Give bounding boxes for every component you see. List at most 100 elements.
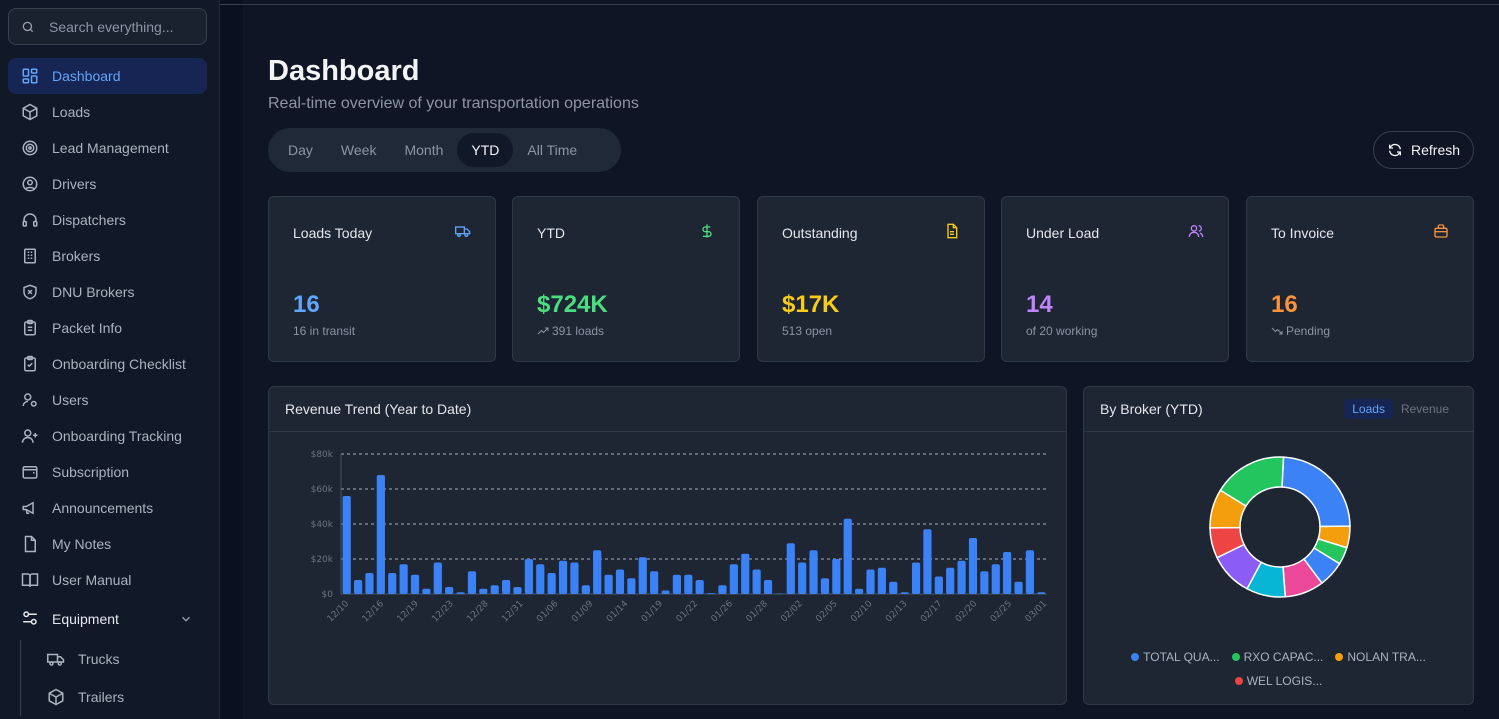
sidebar-item-onboarding-tracking[interactable]: Onboarding Tracking (8, 418, 207, 454)
range-all-time-button[interactable]: All Time (527, 142, 578, 158)
chart-bar (775, 593, 784, 594)
stat-card-ytd[interactable]: YTD $724K 391 loads (512, 196, 740, 362)
headphones-icon (21, 211, 39, 229)
sidebar-item-announcements[interactable]: Announcements (8, 490, 207, 526)
card-title: To Invoice (1271, 225, 1335, 241)
toggle-revenue-button[interactable]: Revenue (1400, 402, 1449, 416)
x-tick-label: 02/25 (989, 599, 1014, 624)
legend-item[interactable]: RXO CAPAC... (1231, 645, 1323, 669)
sidebar-item-packet-info[interactable]: Packet Info (8, 310, 207, 346)
chart-bar (684, 574, 693, 594)
chart-bar (752, 569, 761, 594)
chart-bar (342, 496, 351, 594)
sidebar-item-trucks[interactable]: Trucks (21, 640, 207, 678)
truck-icon (47, 650, 65, 668)
sidebar-group-equipment[interactable]: Equipment (8, 598, 207, 640)
sidebar-item-trailers[interactable]: Trailers (21, 678, 207, 716)
range-week-button[interactable]: Week (340, 142, 377, 158)
sidebar-item-onboarding-checklist[interactable]: Onboarding Checklist (8, 346, 207, 382)
sidebar-nav: Dashboard Loads Lead Management Drivers … (8, 58, 207, 716)
chart-bar (581, 585, 590, 594)
y-tick-label: $80k (311, 450, 334, 460)
chart-bar (843, 518, 852, 594)
sidebar: Search everything... Dashboard Loads Lea… (0, 0, 220, 719)
sidebar-item-label: Users (52, 392, 89, 408)
chart-bar (729, 564, 738, 594)
sidebar-item-drivers[interactable]: Drivers (8, 166, 207, 202)
chart-bar (911, 562, 921, 594)
range-month-button[interactable]: Month (404, 142, 444, 158)
stat-card-under-load[interactable]: Under Load 14 of 20 working (1001, 196, 1229, 362)
card-subtext-label: 513 open (782, 324, 833, 338)
sidebar-item-brokers[interactable]: Brokers (8, 238, 207, 274)
sidebar-item-subscription[interactable]: Subscription (8, 454, 207, 490)
donut-slice[interactable] (1281, 456, 1351, 528)
sidebar-item-user-manual[interactable]: User Manual (8, 562, 207, 598)
chart-bar (513, 587, 522, 594)
legend-dot (1234, 677, 1243, 685)
card-title: Under Load (1026, 225, 1100, 241)
x-tick-label: 01/14 (605, 599, 631, 625)
legend-item[interactable]: TOTAL QUA... (1131, 645, 1220, 669)
chart-bar (445, 587, 454, 594)
revenue-trend-panel: Revenue Trend (Year to Date) $0 $20k $40k $… (268, 386, 1067, 705)
donut-slice[interactable] (1219, 456, 1285, 508)
user-cog-icon (21, 391, 39, 409)
chart-bar (650, 571, 659, 594)
sidebar-item-my-notes[interactable]: My Notes (8, 526, 207, 562)
stat-card-to-invoice[interactable]: To Invoice 16 Pending (1246, 196, 1474, 362)
chart-bar (661, 590, 670, 594)
sidebar-item-label: Packet Info (52, 320, 123, 336)
sidebar-item-dnu-brokers[interactable]: DNU Brokers (8, 274, 207, 310)
dollar-icon (699, 223, 715, 244)
chevron-down-icon[interactable] (179, 612, 193, 629)
x-tick-label: 12/28 (465, 599, 491, 625)
sidebar-item-label: Brokers (52, 248, 101, 264)
chart-bar (706, 593, 716, 594)
y-tick-label: $60k (311, 485, 334, 495)
sidebar-item-users[interactable]: Users (8, 382, 207, 418)
x-tick-label: 01/22 (675, 599, 700, 624)
legend-label: WEL LOGIS... (1246, 674, 1323, 688)
card-subtext-label: 16 in transit (293, 324, 356, 338)
sidebar-item-label: Onboarding Checklist (52, 356, 186, 372)
search-icon (22, 21, 34, 32)
chart-bar (467, 571, 477, 594)
chart-bar (547, 573, 556, 594)
sidebar-item-lead-management[interactable]: Lead Management (8, 130, 207, 166)
search-input[interactable]: Search everything... (8, 8, 207, 45)
sidebar-item-loads[interactable]: Loads (8, 94, 207, 130)
card-subtext: Pending (1271, 324, 1330, 338)
page-title: Dashboard (268, 55, 420, 87)
refresh-button[interactable]: Refresh (1373, 131, 1474, 169)
chart-bar (934, 576, 943, 594)
chart-bar (1014, 581, 1023, 594)
chart-bar (798, 562, 807, 594)
stat-card-loads-today[interactable]: Loads Today 16 16 in transit (268, 196, 496, 362)
sidebar-item-dispatchers[interactable]: Dispatchers (8, 202, 207, 238)
legend-label: NOLAN TRA... (1347, 650, 1426, 664)
file-icon (21, 535, 39, 553)
card-value: $17K (782, 291, 840, 318)
chart-bar (923, 529, 932, 594)
card-title: YTD (537, 225, 565, 241)
sidebar-item-label: Trucks (78, 651, 120, 667)
range-ytd-button[interactable]: YTD (457, 133, 514, 167)
chart-bar (593, 550, 602, 594)
stat-card-outstanding[interactable]: Outstanding $17K 513 open (757, 196, 985, 362)
sidebar-item-dashboard[interactable]: Dashboard (8, 58, 207, 94)
broker-donut-chart (1209, 456, 1351, 598)
legend-item[interactable]: WEL LOGIS... (1234, 669, 1323, 693)
range-day-button[interactable]: Day (288, 142, 313, 158)
chart-bar (809, 550, 818, 594)
x-tick-label: 12/10 (326, 599, 352, 625)
chart-bar (558, 560, 568, 594)
divider (220, 4, 1499, 5)
legend-item[interactable]: NOLAN TRA... (1335, 645, 1426, 669)
x-tick-label: 12/16 (361, 599, 387, 625)
chart-bar (900, 592, 909, 594)
sidebar-item-label: DNU Brokers (52, 284, 135, 300)
donut-legend: TOTAL QUA... RXO CAPAC... NOLAN TRA... W… (1084, 645, 1473, 693)
trend-down-icon (1271, 327, 1283, 335)
toggle-loads-button[interactable]: Loads (1344, 399, 1393, 419)
